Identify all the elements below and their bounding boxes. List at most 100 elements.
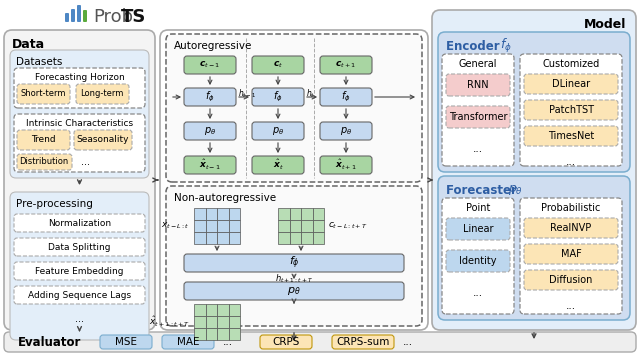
FancyBboxPatch shape xyxy=(228,304,240,316)
Text: $\hat{\boldsymbol{x}}_{t+1}$: $\hat{\boldsymbol{x}}_{t+1}$ xyxy=(335,158,357,172)
FancyBboxPatch shape xyxy=(166,186,422,326)
FancyBboxPatch shape xyxy=(524,218,618,238)
Text: Probabilistic: Probabilistic xyxy=(541,203,601,213)
Text: CRPS-sum: CRPS-sum xyxy=(336,337,390,347)
Text: DLinear: DLinear xyxy=(552,79,590,89)
Text: $h_{t-1}$: $h_{t-1}$ xyxy=(238,88,257,100)
FancyBboxPatch shape xyxy=(77,5,81,22)
Text: Forecaster: Forecaster xyxy=(446,183,521,196)
Text: PatchTST: PatchTST xyxy=(548,105,593,115)
Text: Data Splitting: Data Splitting xyxy=(48,242,111,251)
Text: Model: Model xyxy=(584,17,626,30)
Text: Transformer: Transformer xyxy=(449,112,508,122)
FancyBboxPatch shape xyxy=(520,54,622,166)
FancyBboxPatch shape xyxy=(252,56,304,74)
Text: $\boldsymbol{c}_t$: $\boldsymbol{c}_t$ xyxy=(273,60,283,70)
FancyBboxPatch shape xyxy=(17,154,72,170)
FancyBboxPatch shape xyxy=(217,232,228,244)
Text: ...: ... xyxy=(473,144,483,154)
Text: $p_\theta$: $p_\theta$ xyxy=(508,183,523,197)
Text: $f_\phi$: $f_\phi$ xyxy=(273,90,283,104)
Text: ...: ... xyxy=(403,337,413,347)
FancyBboxPatch shape xyxy=(524,126,618,146)
Text: Short-term: Short-term xyxy=(20,90,66,98)
FancyBboxPatch shape xyxy=(301,232,312,244)
Text: $p_\theta$: $p_\theta$ xyxy=(272,125,284,137)
Text: $\hat{\boldsymbol{x}}_{t-1}$: $\hat{\boldsymbol{x}}_{t-1}$ xyxy=(199,158,221,172)
FancyBboxPatch shape xyxy=(252,156,304,174)
FancyBboxPatch shape xyxy=(524,74,618,94)
Text: Autoregressive: Autoregressive xyxy=(174,41,252,51)
FancyBboxPatch shape xyxy=(228,208,240,220)
Text: TimesNet: TimesNet xyxy=(548,131,594,141)
FancyBboxPatch shape xyxy=(71,9,75,22)
Text: $\hat{\boldsymbol{x}}_t$: $\hat{\boldsymbol{x}}_t$ xyxy=(273,158,284,172)
Text: Non-autoregressive: Non-autoregressive xyxy=(174,193,276,203)
FancyBboxPatch shape xyxy=(446,250,510,272)
FancyBboxPatch shape xyxy=(194,328,205,340)
FancyBboxPatch shape xyxy=(217,208,228,220)
FancyBboxPatch shape xyxy=(10,192,149,340)
FancyBboxPatch shape xyxy=(184,88,236,106)
FancyBboxPatch shape xyxy=(4,332,636,352)
FancyBboxPatch shape xyxy=(301,208,312,220)
Text: ...: ... xyxy=(473,288,483,298)
FancyBboxPatch shape xyxy=(205,208,217,220)
FancyBboxPatch shape xyxy=(65,13,69,22)
Text: $h_t$: $h_t$ xyxy=(306,88,315,100)
Text: $\boldsymbol{c}_{t+1}$: $\boldsymbol{c}_{t+1}$ xyxy=(335,60,356,70)
FancyBboxPatch shape xyxy=(320,56,372,74)
Text: $f_\phi$: $f_\phi$ xyxy=(205,90,215,104)
FancyBboxPatch shape xyxy=(194,304,205,316)
FancyBboxPatch shape xyxy=(524,270,618,290)
FancyBboxPatch shape xyxy=(205,220,217,232)
Text: Identity: Identity xyxy=(460,256,497,266)
Text: RNN: RNN xyxy=(467,80,489,90)
FancyBboxPatch shape xyxy=(14,214,145,232)
Text: Evaluator: Evaluator xyxy=(19,336,82,348)
Text: Prob: Prob xyxy=(93,8,133,26)
FancyBboxPatch shape xyxy=(76,84,129,104)
FancyBboxPatch shape xyxy=(252,88,304,106)
FancyBboxPatch shape xyxy=(312,220,324,232)
FancyBboxPatch shape xyxy=(14,286,145,304)
FancyBboxPatch shape xyxy=(446,74,510,96)
FancyBboxPatch shape xyxy=(217,316,228,328)
Text: Forecasting Horizon: Forecasting Horizon xyxy=(35,74,124,82)
Text: $h_{t+1:t+T}$: $h_{t+1:t+T}$ xyxy=(275,273,313,285)
Text: General: General xyxy=(459,59,497,69)
Text: MAF: MAF xyxy=(561,249,581,259)
FancyBboxPatch shape xyxy=(278,232,289,244)
FancyBboxPatch shape xyxy=(524,100,618,120)
Text: Encoder: Encoder xyxy=(446,40,504,52)
Text: $p_\theta$: $p_\theta$ xyxy=(204,125,216,137)
FancyBboxPatch shape xyxy=(160,30,428,330)
FancyBboxPatch shape xyxy=(184,122,236,140)
FancyBboxPatch shape xyxy=(10,50,149,178)
FancyBboxPatch shape xyxy=(14,238,145,256)
FancyBboxPatch shape xyxy=(205,232,217,244)
Text: Seasonality: Seasonality xyxy=(77,136,129,144)
FancyBboxPatch shape xyxy=(446,106,510,128)
FancyBboxPatch shape xyxy=(217,328,228,340)
Text: Normalization: Normalization xyxy=(48,218,111,228)
FancyBboxPatch shape xyxy=(438,32,630,172)
Text: MAE: MAE xyxy=(177,337,199,347)
FancyBboxPatch shape xyxy=(184,56,236,74)
FancyBboxPatch shape xyxy=(278,220,289,232)
FancyBboxPatch shape xyxy=(446,218,510,240)
FancyBboxPatch shape xyxy=(320,122,372,140)
FancyBboxPatch shape xyxy=(14,68,145,108)
FancyBboxPatch shape xyxy=(432,10,636,330)
FancyBboxPatch shape xyxy=(217,304,228,316)
Text: Point: Point xyxy=(466,203,490,213)
FancyBboxPatch shape xyxy=(205,316,217,328)
FancyBboxPatch shape xyxy=(252,122,304,140)
FancyBboxPatch shape xyxy=(17,84,70,104)
Text: Datasets: Datasets xyxy=(16,57,62,67)
Text: Trend: Trend xyxy=(31,136,55,144)
FancyBboxPatch shape xyxy=(524,244,618,264)
Text: RealNVP: RealNVP xyxy=(550,223,591,233)
Text: $f_\phi$: $f_\phi$ xyxy=(500,37,512,55)
Text: CRPS: CRPS xyxy=(272,337,300,347)
